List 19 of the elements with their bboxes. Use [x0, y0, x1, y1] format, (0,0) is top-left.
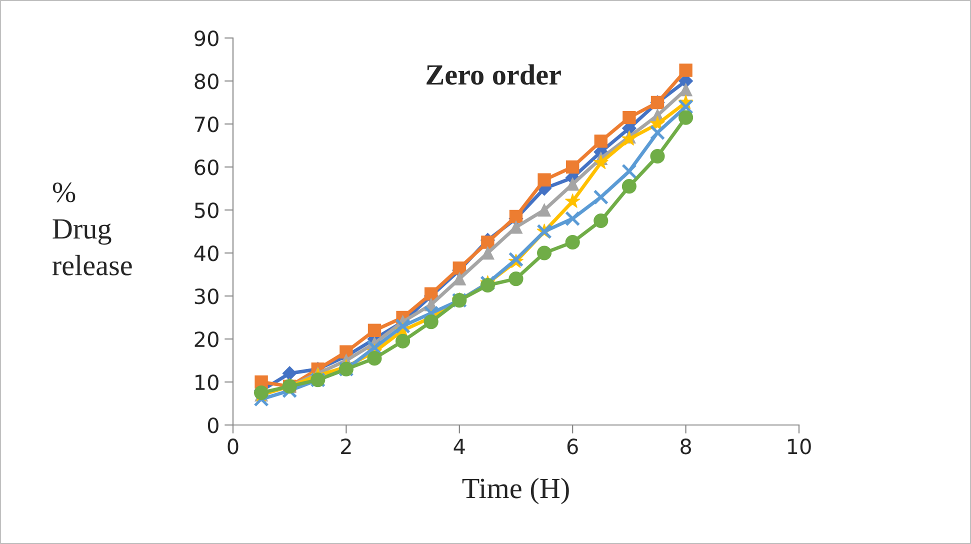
y-tick-label: 70 [195, 116, 218, 132]
y-tick-label: 20 [194, 331, 218, 348]
y-tick-label: 10 [196, 374, 218, 390]
y-tick-label: 80 [194, 73, 218, 90]
x-axis-title: Time (H) [462, 478, 569, 504]
y-tick-label: 0 [208, 417, 218, 434]
x-tick-label: 8 [680, 438, 691, 454]
y-tick-label: 30 [194, 288, 218, 304]
y-tick-label: 90 [194, 30, 218, 46]
y-tick-label: 40 [194, 245, 218, 262]
x-tick-label: 2 [341, 438, 351, 454]
y-tick-label: 60 [194, 159, 218, 176]
x-tick-label: 10 [788, 438, 811, 454]
y-axis-title: % Drug release [52, 182, 132, 276]
y-tick-label: 50 [194, 202, 218, 218]
x-tick-label: 6 [567, 438, 578, 454]
text: Zero order [426, 64, 561, 85]
x-tick-label: 4 [454, 438, 465, 454]
x-tick-label: 0 [228, 438, 238, 454]
